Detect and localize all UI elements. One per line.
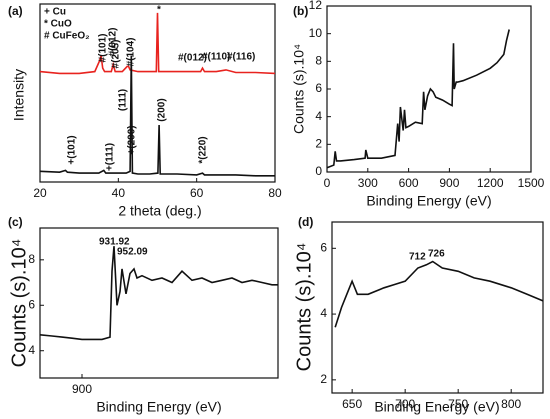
annotation: 931.92 (99, 237, 130, 248)
annotation: +(200) (127, 125, 138, 154)
data-line (334, 260, 544, 328)
x-tick-label: 1200 (477, 176, 504, 190)
y-tick-label: 10 (309, 26, 323, 40)
y-tick-label: 8 (315, 54, 322, 68)
y-tick-label: 0 (315, 164, 322, 178)
annotation: +(101) (67, 135, 78, 164)
annotation: #(110) (202, 52, 230, 63)
x-tick-label: 40 (112, 186, 126, 200)
plot-frame (39, 3, 276, 183)
annotation: * CuO (44, 19, 72, 30)
annotation: #(012) (178, 53, 207, 64)
x-axis-title: Binding Energy (eV) (374, 399, 499, 415)
annotation: #(205) (111, 40, 122, 69)
annotation: + Cu (44, 7, 66, 18)
x-tick-label: 0 (324, 176, 331, 190)
y-tick-label: 6 (28, 297, 35, 311)
annotation: *(220) (198, 136, 209, 163)
panel-label: (d) (298, 215, 313, 229)
y-tick-label: 6 (315, 81, 322, 95)
x-tick-label: 750 (448, 397, 468, 411)
annotation: * (157, 5, 161, 16)
x-tick-label: 80 (268, 186, 282, 200)
annotation: (200) (157, 98, 168, 121)
y-axis-title: Counts (s).10⁴ (8, 239, 30, 368)
x-axis-title: 2 theta (deg.) (118, 203, 201, 219)
plot-frame (39, 227, 279, 379)
x-tick-label: 800 (501, 397, 521, 411)
annotation: +(111) (105, 143, 116, 171)
annotation: #(104) (126, 38, 137, 67)
annotation: 726 (428, 249, 445, 260)
x-tick-label: 650 (342, 397, 362, 411)
y-axis-title: Intensity (11, 69, 27, 121)
annotation: #(116) (227, 52, 255, 63)
plot-frame (331, 221, 544, 394)
annotation: 952.09 (117, 247, 148, 258)
panel-label: (a) (8, 4, 23, 18)
y-axis-title: Counts (s).10⁴ (293, 243, 315, 372)
y-tick-label: 4 (315, 109, 322, 123)
x-tick-label: 20 (33, 186, 47, 200)
annotation: #(012) (108, 28, 119, 57)
data-line (39, 246, 278, 341)
data-line (326, 29, 510, 169)
x-tick-label: 1500 (518, 176, 545, 190)
x-tick-label: 600 (399, 176, 419, 190)
y-tick-label: 2 (315, 137, 322, 151)
x-tick-label: 900 (72, 382, 92, 396)
x-tick-label: 60 (190, 186, 204, 200)
panel-label: (c) (8, 215, 23, 229)
panel-label: (b) (293, 4, 308, 18)
y-axis-title: Counts (s).10⁴ (291, 44, 307, 134)
annotation: #(101) (98, 34, 109, 63)
data-line (39, 55, 275, 177)
y-tick-label: 4 (28, 343, 35, 357)
annotation: 712 (409, 252, 426, 263)
y-tick-label: 2 (320, 372, 327, 386)
y-tick-label: 12 (309, 0, 323, 12)
y-tick-label: 4 (320, 306, 327, 320)
annotation: (111) (118, 89, 129, 111)
x-tick-label: 900 (439, 176, 459, 190)
x-axis-title: Binding Energy (eV) (96, 399, 221, 415)
annotation: # CuFeO₂ (44, 31, 90, 42)
data-line (39, 12, 276, 75)
y-tick-label: 8 (28, 252, 35, 266)
x-tick-label: 300 (358, 176, 378, 190)
plot-frame (326, 5, 532, 173)
y-tick-label: 6 (320, 240, 327, 254)
x-tick-label: 700 (395, 397, 415, 411)
x-axis-title: Binding Energy (eV) (366, 193, 491, 209)
